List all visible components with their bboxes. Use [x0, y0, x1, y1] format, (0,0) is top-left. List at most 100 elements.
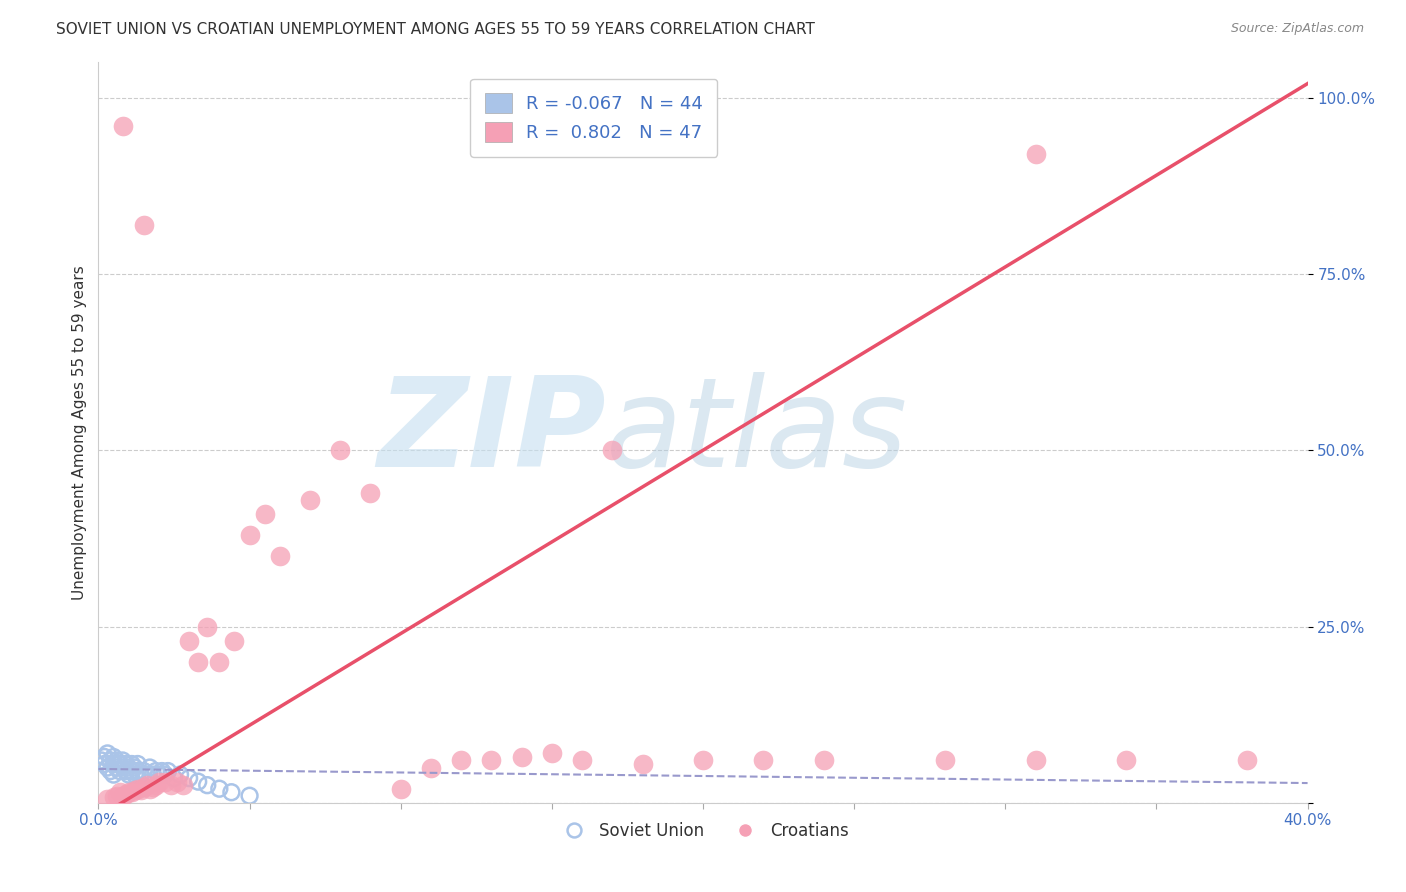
- Point: [224, 633, 246, 648]
- Point: [124, 760, 146, 774]
- Point: [129, 767, 152, 781]
- Point: [187, 774, 209, 789]
- Point: [269, 549, 291, 563]
- Point: [129, 783, 152, 797]
- Point: [118, 760, 141, 774]
- Point: [103, 790, 125, 805]
- Point: [221, 785, 243, 799]
- Point: [153, 767, 176, 781]
- Point: [127, 781, 149, 796]
- Point: [108, 757, 131, 772]
- Point: [153, 774, 176, 789]
- Point: [179, 771, 201, 785]
- Point: [96, 760, 118, 774]
- Point: [299, 492, 322, 507]
- Text: atlas: atlas: [606, 372, 908, 493]
- Point: [105, 789, 128, 803]
- Point: [160, 778, 183, 792]
- Point: [105, 760, 128, 774]
- Point: [142, 780, 165, 795]
- Point: [127, 757, 149, 772]
- Point: [121, 785, 143, 799]
- Point: [111, 760, 134, 774]
- Point: [360, 485, 382, 500]
- Point: [631, 757, 654, 772]
- Point: [195, 778, 218, 792]
- Point: [103, 767, 125, 781]
- Point: [135, 767, 157, 781]
- Point: [813, 754, 835, 768]
- Point: [163, 771, 186, 785]
- Point: [571, 754, 593, 768]
- Point: [103, 757, 125, 772]
- Point: [111, 754, 134, 768]
- Point: [96, 747, 118, 761]
- Point: [132, 780, 155, 795]
- Point: [253, 507, 276, 521]
- Point: [1236, 754, 1258, 768]
- Point: [145, 764, 167, 778]
- Point: [1024, 147, 1046, 161]
- Point: [139, 781, 162, 796]
- Point: [93, 757, 115, 772]
- Point: [239, 528, 262, 542]
- Point: [118, 767, 141, 781]
- Point: [114, 788, 136, 802]
- Point: [156, 764, 179, 778]
- Point: [93, 750, 115, 764]
- Point: [96, 792, 118, 806]
- Point: [103, 750, 125, 764]
- Point: [752, 754, 775, 768]
- Point: [142, 767, 165, 781]
- Point: [114, 757, 136, 772]
- Point: [132, 764, 155, 778]
- Point: [127, 764, 149, 778]
- Point: [208, 655, 231, 669]
- Legend: Soviet Union, Croatians: Soviet Union, Croatians: [550, 815, 856, 847]
- Point: [187, 655, 209, 669]
- Point: [90, 754, 112, 768]
- Point: [145, 778, 167, 792]
- Point: [692, 754, 714, 768]
- Point: [239, 789, 262, 803]
- Point: [100, 764, 122, 778]
- Point: [114, 764, 136, 778]
- Point: [124, 767, 146, 781]
- Point: [329, 443, 352, 458]
- Point: [179, 633, 201, 648]
- Point: [121, 757, 143, 772]
- Point: [100, 754, 122, 768]
- Point: [510, 750, 533, 764]
- Point: [602, 443, 624, 458]
- Point: [540, 747, 562, 761]
- Point: [118, 785, 141, 799]
- Point: [150, 764, 173, 778]
- Point: [169, 767, 191, 781]
- Y-axis label: Unemployment Among Ages 55 to 59 years: Unemployment Among Ages 55 to 59 years: [72, 265, 87, 600]
- Point: [450, 754, 472, 768]
- Point: [1024, 754, 1046, 768]
- Point: [148, 767, 170, 781]
- Point: [111, 789, 134, 803]
- Point: [124, 783, 146, 797]
- Point: [132, 218, 155, 232]
- Point: [934, 754, 956, 768]
- Text: SOVIET UNION VS CROATIAN UNEMPLOYMENT AMONG AGES 55 TO 59 YEARS CORRELATION CHAR: SOVIET UNION VS CROATIAN UNEMPLOYMENT AM…: [56, 22, 815, 37]
- Point: [195, 619, 218, 633]
- Point: [111, 119, 134, 133]
- Text: ZIP: ZIP: [378, 372, 606, 493]
- Text: Source: ZipAtlas.com: Source: ZipAtlas.com: [1230, 22, 1364, 36]
- Point: [148, 774, 170, 789]
- Point: [108, 764, 131, 778]
- Point: [105, 754, 128, 768]
- Point: [108, 785, 131, 799]
- Point: [1115, 754, 1137, 768]
- Point: [135, 778, 157, 792]
- Point: [208, 781, 231, 796]
- Point: [166, 774, 188, 789]
- Point: [121, 764, 143, 778]
- Point: [389, 781, 412, 796]
- Point: [481, 754, 503, 768]
- Point: [420, 760, 443, 774]
- Point: [139, 760, 162, 774]
